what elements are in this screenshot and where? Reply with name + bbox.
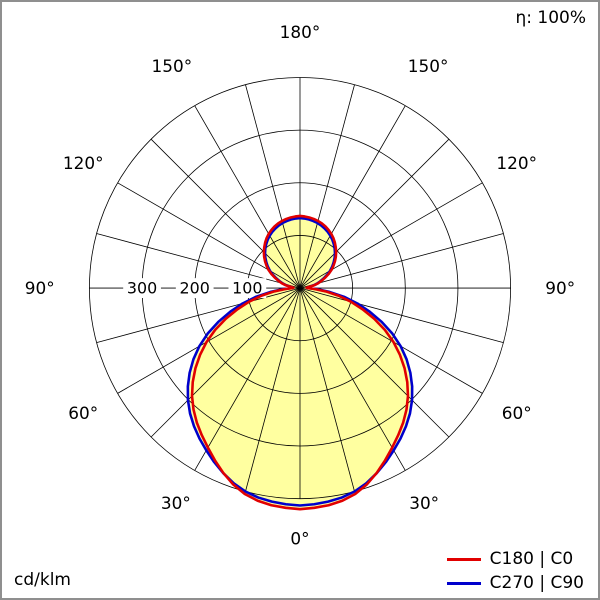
ring-label-bg: [175, 278, 214, 299]
ring-label: 100: [232, 279, 262, 298]
angle-label: 150°: [408, 56, 449, 76]
legend-swatch-c90: [446, 581, 481, 585]
legend: C180 | C0 C270 | C90: [446, 549, 584, 593]
curve-c270-c90: [186, 216, 414, 507]
angle-label: 30°: [161, 493, 191, 513]
legend-label-c0: C180 | C0: [489, 549, 574, 569]
ring-label-bg: [123, 278, 161, 299]
angle-label: 120°: [63, 153, 104, 173]
angle-label: 90°: [545, 278, 575, 298]
legend-item-c0: C180 | C0: [446, 549, 584, 569]
angle-label: 150°: [152, 56, 193, 76]
angle-label: 60°: [502, 403, 532, 423]
angle-label: 90°: [25, 278, 55, 298]
legend-swatch-c0: [446, 557, 481, 561]
curve-c180-c0: [190, 214, 410, 511]
angle-label: 180°: [280, 22, 321, 42]
ring-label: 300: [127, 279, 157, 298]
angle-label: 30°: [409, 493, 439, 513]
ring-label: 200: [180, 279, 210, 298]
legend-label-c90: C270 | C90: [489, 573, 584, 593]
angle-label: 60°: [68, 403, 98, 423]
legend-item-c90: C270 | C90: [446, 573, 584, 593]
unit-label: cd/klm: [14, 570, 71, 590]
angle-label: 120°: [496, 153, 537, 173]
angle-label: 0°: [290, 528, 309, 548]
ring-label-bg: [228, 278, 267, 299]
efficiency-label: η: 100%: [515, 8, 586, 28]
